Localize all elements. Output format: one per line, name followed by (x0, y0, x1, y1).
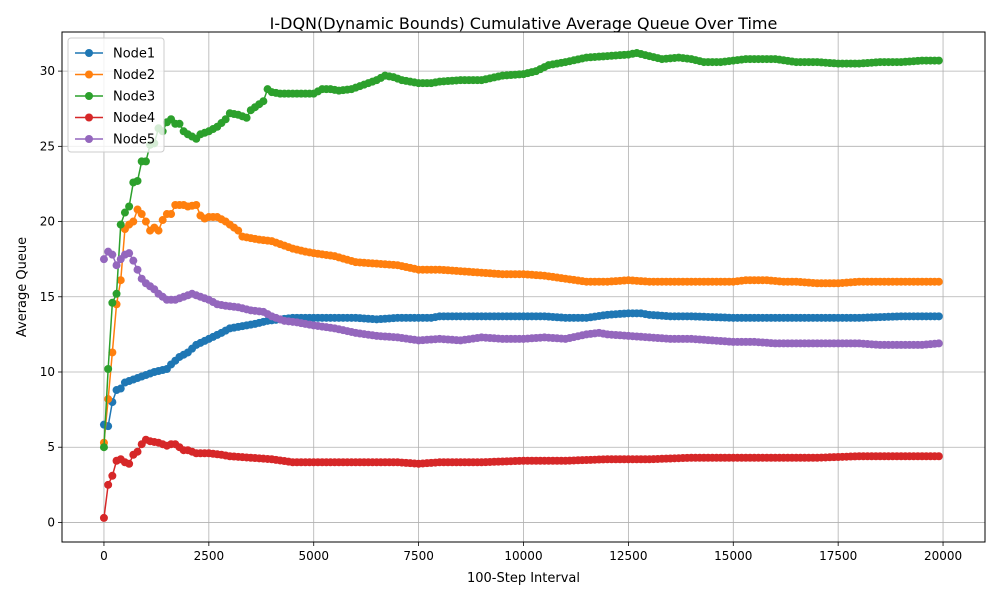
data-point (934, 312, 943, 321)
data-point (934, 452, 943, 461)
data-point (242, 113, 251, 122)
legend-marker (85, 113, 93, 122)
series-node3 (99, 49, 943, 452)
data-point (259, 97, 268, 106)
x-axis-label: 100-Step Interval (467, 571, 580, 586)
data-point (934, 339, 943, 348)
legend-marker (85, 49, 93, 57)
x-tick-label: 10000 (504, 549, 542, 563)
data-point (125, 202, 134, 211)
data-point (99, 513, 108, 522)
data-point (99, 255, 108, 264)
legend-marker (85, 70, 93, 79)
data-point (116, 220, 125, 229)
data-point (129, 217, 138, 226)
legend-label: Node1 (113, 47, 155, 62)
legend-item-node5: Node5 (75, 133, 155, 148)
y-tick-label: 20 (40, 215, 55, 229)
data-point (141, 157, 150, 166)
data-point (175, 119, 184, 128)
y-tick-label: 0 (47, 515, 55, 529)
y-tick-label: 10 (40, 365, 55, 379)
legend-box (67, 37, 165, 153)
data-point (167, 210, 176, 219)
data-point (133, 265, 142, 274)
data-point (158, 216, 167, 225)
legend-marker (85, 135, 93, 143)
data-point (125, 249, 134, 258)
x-tick-label: 2500 (194, 549, 225, 563)
legend-item-node3: Node3 (75, 90, 155, 105)
data-point (116, 276, 125, 285)
y-tick-label: 30 (40, 64, 55, 78)
data-point (108, 471, 117, 480)
data-point (116, 384, 125, 393)
axis-ticks: 0 2500 5000 7500 10000 12500 15000 17500 20000 0 5… (40, 64, 962, 563)
data-point (104, 480, 113, 489)
data-point (104, 395, 113, 404)
data-point (104, 364, 113, 373)
legend-marker (85, 92, 93, 100)
data-point (234, 226, 243, 235)
data-point (141, 217, 150, 226)
y-axis-label: Average Queue (15, 237, 30, 337)
data-point (221, 115, 230, 124)
x-tick-label: 20000 (924, 549, 962, 563)
x-tick-label: 12500 (609, 549, 647, 563)
chart-title: I-DQN(Dynamic Bounds) Cumulative Average… (270, 14, 778, 33)
legend-label: Node4 (113, 111, 155, 126)
data-point (112, 289, 121, 298)
legend-item-node2: Node2 (75, 68, 155, 83)
data-point (129, 256, 138, 265)
data-point (137, 210, 146, 219)
x-tick-label: 17500 (819, 549, 857, 563)
data-point (934, 56, 943, 65)
y-tick-label: 5 (47, 440, 55, 454)
data-point (133, 447, 142, 456)
data-point (192, 201, 201, 210)
data-point (99, 443, 108, 452)
data-point (125, 459, 134, 468)
data-point (934, 277, 943, 286)
legend-label: Node3 (113, 90, 155, 105)
data-point (120, 208, 129, 217)
y-tick-label: 25 (40, 139, 55, 153)
series-node1 (99, 309, 943, 431)
legend-label: Node2 (113, 68, 155, 83)
series-layer (99, 49, 943, 522)
x-tick-label: 0 (100, 549, 108, 563)
x-tick-label: 15000 (714, 549, 752, 563)
y-tick-label: 15 (40, 290, 55, 304)
series-node4 (99, 435, 943, 522)
legend-item-node4: Node4 (75, 111, 155, 126)
legend-item-node1: Node1 (75, 47, 155, 62)
data-point (133, 176, 142, 185)
data-point (108, 250, 117, 259)
series-node2 (99, 201, 943, 447)
data-point (108, 298, 117, 307)
data-point (112, 261, 121, 270)
x-tick-label: 5000 (298, 549, 329, 563)
series-node5 (99, 247, 943, 349)
legend: Node1 Node2 Node3 Node4 Node5 (67, 37, 165, 153)
data-point (154, 226, 163, 235)
data-point (108, 348, 117, 357)
legend-label: Node5 (113, 133, 155, 148)
x-tick-label: 7500 (403, 549, 434, 563)
